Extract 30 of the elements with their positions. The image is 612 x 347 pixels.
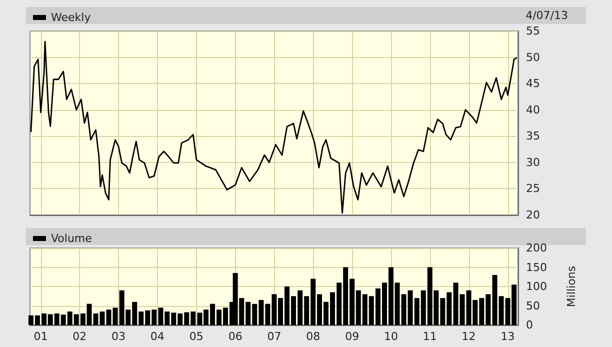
y-tick-label: 40: [526, 103, 540, 116]
y-tick-label: 55: [526, 24, 540, 38]
x-tick-label: 13: [500, 330, 515, 343]
x-tick-label: 02: [72, 330, 87, 343]
y-tick-label: 30: [526, 156, 540, 169]
legend-label: Weekly: [51, 11, 92, 24]
x-tick-label: 09: [345, 330, 360, 343]
x-tick-label: 10: [384, 330, 398, 343]
x-tick-label: 03: [112, 330, 126, 343]
x-tick-label: 08: [306, 330, 320, 343]
x-tick-label: 06: [228, 330, 242, 343]
x-tick-label: 05: [189, 330, 204, 343]
x-tick-label: 11: [422, 330, 437, 343]
text: 4/07/13: [526, 9, 568, 22]
y-tick-label: 35: [526, 130, 540, 143]
x-tick-label: 01: [34, 330, 48, 343]
x-tick-label: 12: [462, 330, 476, 343]
y-tick-label: 150: [526, 260, 547, 274]
legend-label: Volume: [51, 232, 92, 245]
y-tick-label: 100: [526, 280, 547, 293]
y-tick-label: 50: [526, 50, 540, 64]
y-tick-label: 25: [526, 182, 540, 196]
x-tick-label: 04: [150, 330, 164, 343]
y-axis-title: Millions: [565, 266, 578, 308]
y-tick-label: 45: [526, 77, 540, 90]
y-tick-label: 200: [526, 242, 547, 254]
x-tick-label: 07: [267, 330, 282, 343]
y-tick-label: 20: [526, 208, 540, 222]
y-tick-label: 50: [526, 299, 540, 312]
y-tick-label: 0: [526, 318, 533, 332]
